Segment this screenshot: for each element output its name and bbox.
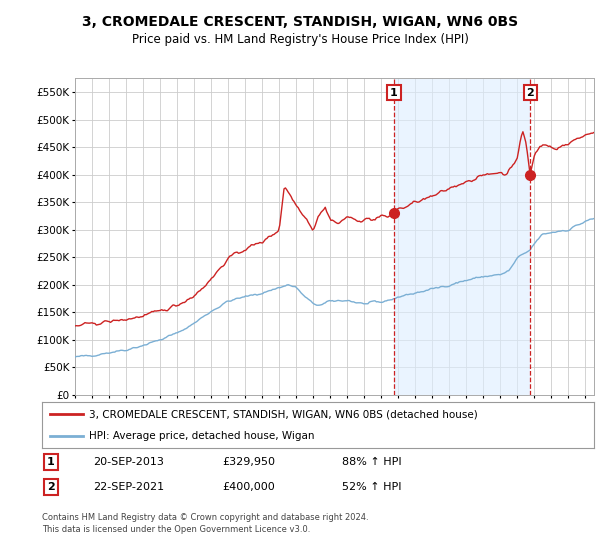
Text: Price paid vs. HM Land Registry's House Price Index (HPI): Price paid vs. HM Land Registry's House …	[131, 32, 469, 46]
Text: 1: 1	[47, 457, 55, 467]
Text: Contains HM Land Registry data © Crown copyright and database right 2024.
This d: Contains HM Land Registry data © Crown c…	[42, 513, 368, 534]
Text: 52% ↑ HPI: 52% ↑ HPI	[342, 482, 401, 492]
Text: 3, CROMEDALE CRESCENT, STANDISH, WIGAN, WN6 0BS (detached house): 3, CROMEDALE CRESCENT, STANDISH, WIGAN, …	[89, 409, 478, 419]
Text: 22-SEP-2021: 22-SEP-2021	[93, 482, 164, 492]
Text: £329,950: £329,950	[222, 457, 275, 467]
Text: HPI: Average price, detached house, Wigan: HPI: Average price, detached house, Wiga…	[89, 431, 314, 441]
Bar	[394, 78, 530, 395]
Text: 88% ↑ HPI: 88% ↑ HPI	[342, 457, 401, 467]
Text: 2: 2	[526, 87, 534, 97]
Text: 2: 2	[47, 482, 55, 492]
Text: £400,000: £400,000	[222, 482, 275, 492]
Text: 3, CROMEDALE CRESCENT, STANDISH, WIGAN, WN6 0BS: 3, CROMEDALE CRESCENT, STANDISH, WIGAN, …	[82, 15, 518, 29]
Text: 20-SEP-2013: 20-SEP-2013	[93, 457, 164, 467]
Text: 1: 1	[390, 87, 398, 97]
